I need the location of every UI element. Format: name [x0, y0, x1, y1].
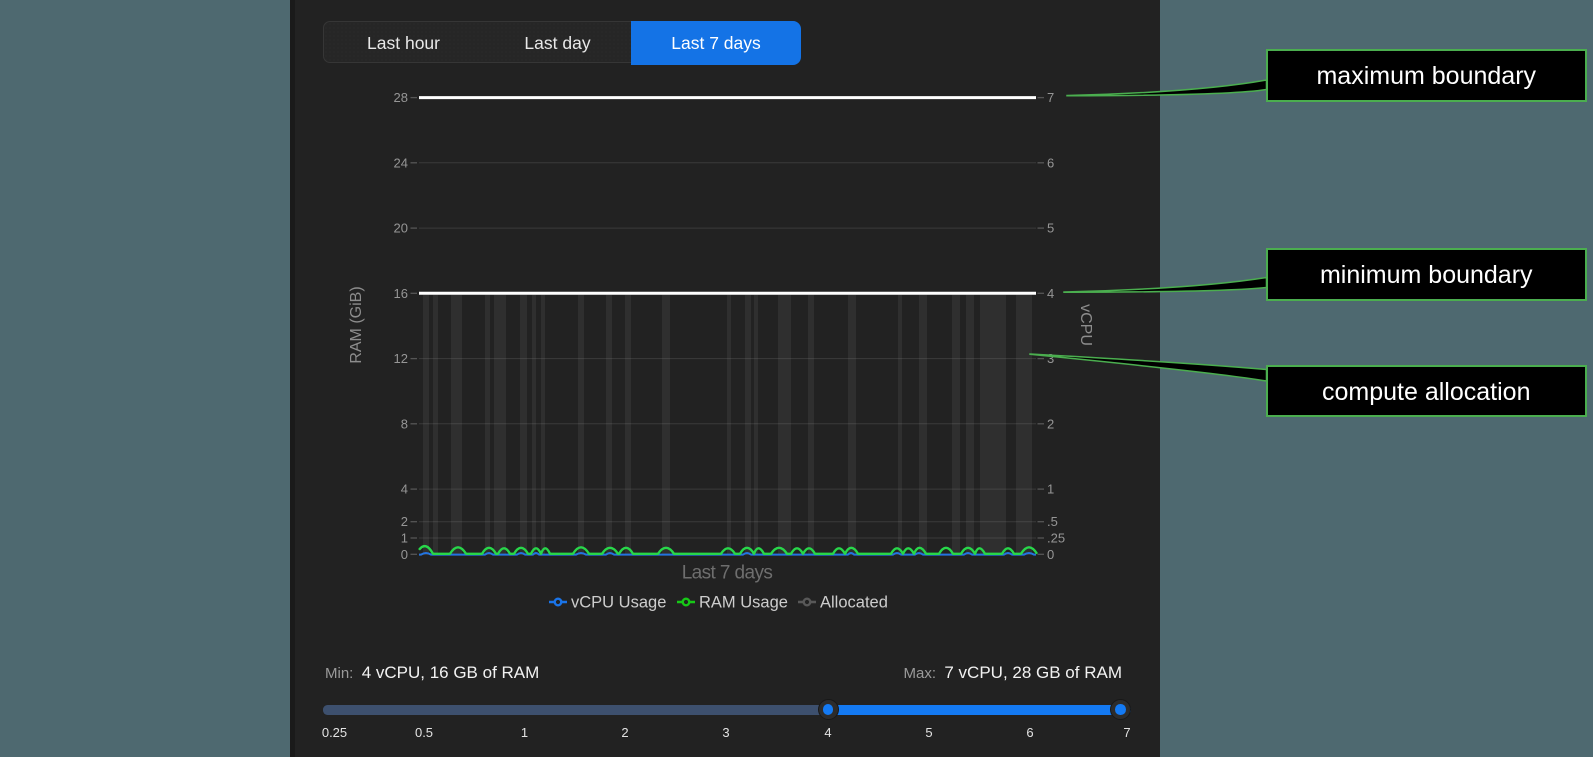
svg-text:RAM (GiB): RAM (GiB) [348, 286, 365, 363]
svg-text:1: 1 [1047, 482, 1054, 497]
svg-text:Allocated: Allocated [820, 594, 888, 612]
svg-text:2: 2 [401, 514, 408, 529]
svg-text:7: 7 [1047, 90, 1054, 105]
svg-text:.25: .25 [1047, 531, 1065, 546]
svg-text:12: 12 [394, 351, 408, 366]
svg-text:4: 4 [401, 482, 408, 497]
svg-text:20: 20 [394, 221, 408, 236]
svg-text:6: 6 [1047, 155, 1054, 170]
svg-text:28: 28 [394, 90, 408, 105]
svg-text:24: 24 [394, 155, 408, 170]
svg-text:16: 16 [394, 286, 408, 301]
svg-text:4: 4 [1047, 286, 1054, 301]
svg-text:vCPU Usage: vCPU Usage [571, 594, 666, 612]
svg-text:1: 1 [401, 531, 408, 546]
svg-text:8: 8 [401, 416, 408, 431]
svg-text:vCPU: vCPU [1077, 304, 1094, 346]
svg-text:3: 3 [1047, 351, 1054, 366]
svg-text:.5: .5 [1047, 514, 1058, 529]
svg-text:Last 7 days: Last 7 days [682, 563, 773, 584]
svg-text:2: 2 [1047, 416, 1054, 431]
svg-text:5: 5 [1047, 221, 1054, 236]
svg-text:0: 0 [401, 547, 408, 562]
svg-text:0: 0 [1047, 547, 1054, 562]
svg-text:RAM Usage: RAM Usage [699, 594, 788, 612]
